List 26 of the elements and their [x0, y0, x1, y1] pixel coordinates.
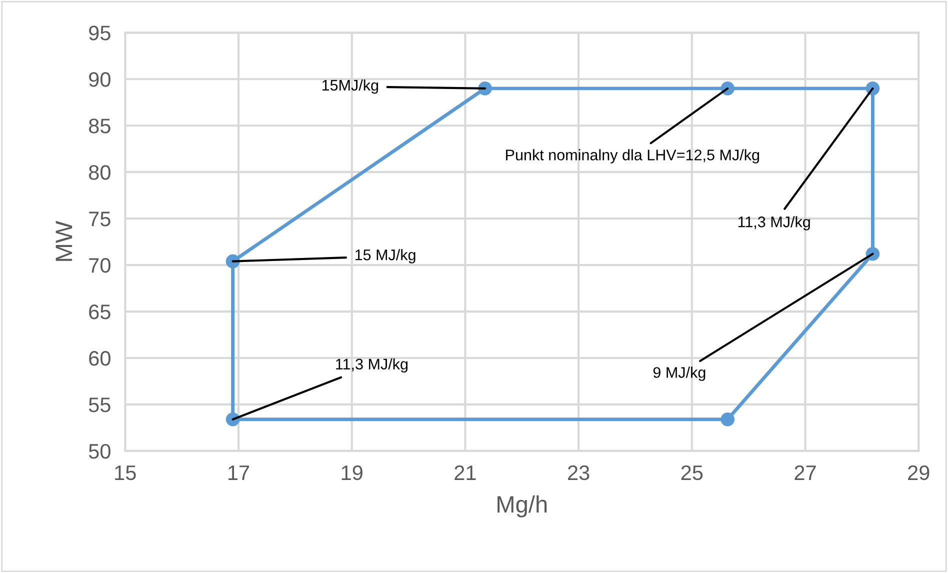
y-axis-title: MW: [56, 220, 72, 261]
y-tick-label: 80: [88, 165, 110, 180]
annotation: 9 MJ/kg: [653, 366, 706, 381]
y-tick-label: 65: [89, 304, 110, 320]
y-tick-label: 60: [89, 351, 110, 366]
x-tick-label: 17: [228, 466, 250, 480]
annotation: 15 MJ/kg: [355, 249, 416, 264]
annotation: Punkt nominalny dla LHV=12,5 MJ/kg: [506, 149, 760, 164]
x-tick-label: 25: [681, 465, 703, 480]
y-tick-label: 85: [88, 118, 110, 134]
y-tick-label: 50: [88, 444, 110, 459]
y-tick-label: 95: [89, 26, 110, 40]
x-tick-label: 27: [794, 465, 816, 480]
x-tick-label: 15: [115, 466, 136, 480]
annotation: 11,3 MJ/kg: [336, 358, 408, 373]
x-tick-label: 19: [342, 465, 362, 480]
y-tick-label: 55: [88, 398, 110, 412]
x-tick-label: 29: [908, 465, 930, 480]
x-axis-title: Mg/h: [498, 495, 547, 518]
annotation: 15MJ/kg: [322, 79, 378, 94]
annotation: 11,3 MJ/kg: [738, 216, 810, 230]
y-tick-label: 75: [89, 212, 110, 226]
x-tick-label: 23: [568, 465, 590, 480]
y-tick-label: 90: [89, 72, 110, 87]
y-tick-label: 70: [89, 258, 110, 273]
x-tick-label: 21: [454, 465, 476, 480]
